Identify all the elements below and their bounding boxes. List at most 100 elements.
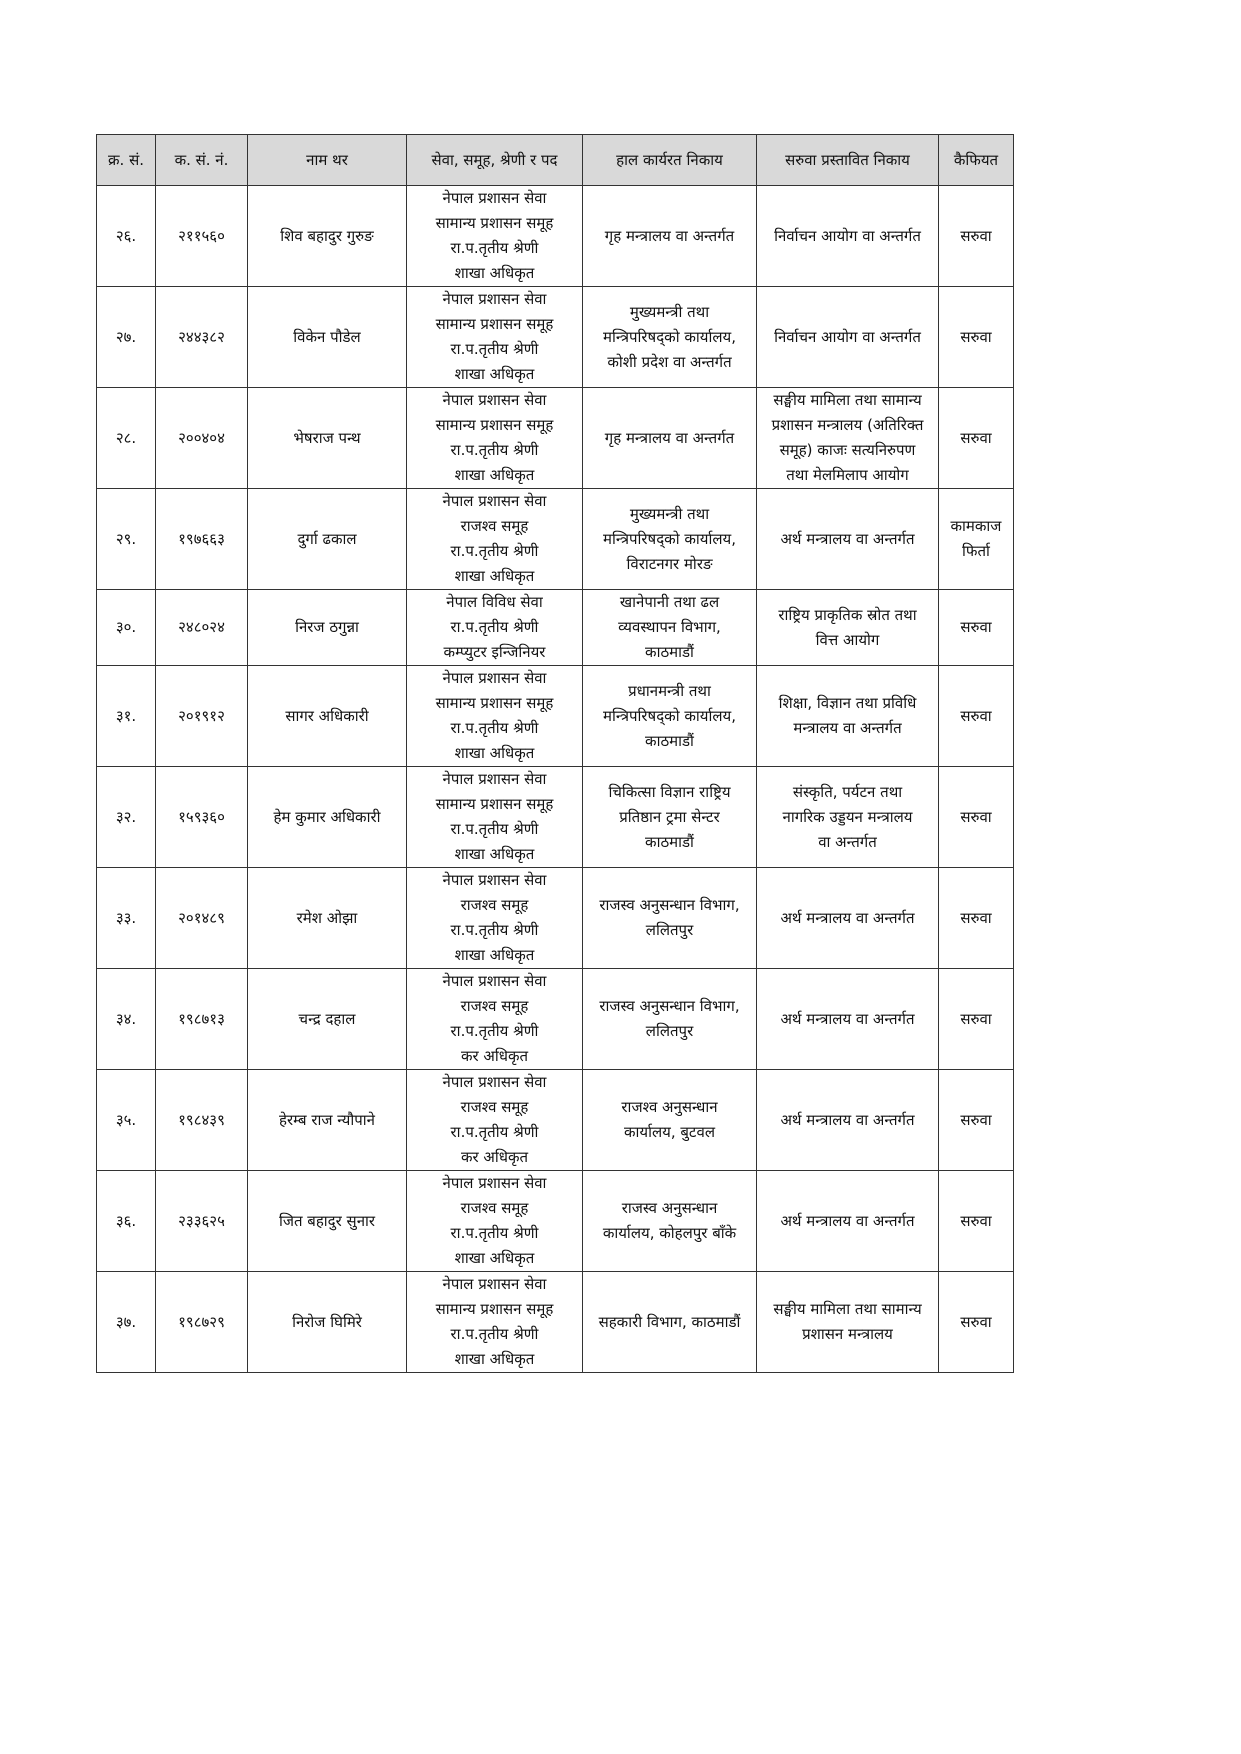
post-cell-line: राजश्व समूह [460, 1199, 529, 1217]
remark-cell: सरुवा [938, 968, 1014, 1070]
post-cell-line: नेपाल प्रशासन सेवा [442, 669, 547, 687]
post-cell-line: नेपाल प्रशासन सेवा [442, 189, 547, 207]
remark-cell: कामकाज फिर्ता [938, 488, 1014, 590]
post-cell-line: शाखा अधिकृत [454, 1350, 535, 1368]
remark-cell: सरुवा [938, 766, 1014, 868]
proposed-office-cell: सङ्घीय मामिला तथा सामान्य प्रशासन मन्त्रा… [756, 1271, 939, 1373]
table-row: २८. २००४०४ भेषराज पन्थ नेपाल प्रशासन सेवा सा… [96, 387, 1014, 489]
post-cell: नेपाल प्रशासन सेवा राजश्व समूह रा.प.तृतीय … [406, 968, 583, 1070]
remark-cell-line: सरुवा [960, 706, 992, 725]
proposed-office-cell: अर्थ मन्त्रालय वा अन्तर्गत [756, 867, 939, 969]
remark-cell-line: सरुवा [960, 1009, 992, 1028]
name-cell: चन्द्र दहाल [247, 968, 407, 1070]
name-cell: निरोज घिमिरे [247, 1271, 407, 1373]
proposed-office-cell-line: समूह) काजः सत्यनिरुपण [779, 441, 916, 459]
post-cell-line: रा.प.तृतीय श्रेणी [450, 1123, 539, 1141]
proposed-office-cell-line: तथा मेलमिलाप आयोग [786, 466, 909, 484]
id-cell: २४४३८२ [155, 286, 248, 388]
post-cell-line: रा.प.तृतीय श्रेणी [450, 239, 539, 257]
serial-cell: ३७. [96, 1271, 156, 1373]
serial-cell: ३६. [96, 1170, 156, 1272]
post-cell-line: शाखा अधिकृत [454, 946, 535, 964]
post-cell-line: रा.प.तृतीय श्रेणी [450, 340, 539, 358]
post-cell-line: शाखा अधिकृत [454, 466, 535, 484]
post-cell-line: रा.प.तृतीय श्रेणी [450, 1022, 539, 1040]
post-cell: नेपाल प्रशासन सेवा सामान्य प्रशासन समूह रा… [406, 766, 583, 868]
header-id: क. सं. नं. [155, 134, 248, 186]
current-office-cell-line: ललितपुर [645, 921, 694, 939]
post-cell: नेपाल विविध सेवा रा.प.तृतीय श्रेणी कम्प्यु… [406, 589, 583, 666]
post-cell: नेपाल प्रशासन सेवा राजश्व समूह रा.प.तृतीय … [406, 488, 583, 590]
post-cell-line: राजश्व समूह [460, 517, 529, 535]
post-cell-line: सामान्य प्रशासन समूह [435, 1300, 554, 1318]
id-cell: १९८७१३ [155, 968, 248, 1070]
name-cell: हेम कुमार अधिकारी [247, 766, 407, 868]
remark-cell-line: सरुवा [960, 428, 992, 447]
post-cell-line: नेपाल प्रशासन सेवा [442, 1275, 547, 1293]
name-cell: निरज ठगुन्ना [247, 589, 407, 666]
post-cell-line: नेपाल विविध सेवा [446, 593, 543, 611]
id-cell: २११५६० [155, 185, 248, 287]
name-cell: रमेश ओझा [247, 867, 407, 969]
serial-cell: ३४. [96, 968, 156, 1070]
current-office-cell-line: मन्त्रिपरिषद्को कार्यालय, [603, 529, 736, 548]
remark-cell: सरुवा [938, 286, 1014, 388]
post-cell-line: शाखा अधिकृत [454, 845, 535, 863]
name-cell: दुर्गा ढकाल [247, 488, 407, 590]
current-office-cell-line: चिकित्सा विज्ञान राष्ट्रिय [608, 782, 731, 801]
post-cell-line: नेपाल प्रशासन सेवा [442, 492, 547, 510]
current-office-cell-line: प्रतिष्ठान ट्रमा सेन्टर [619, 807, 720, 826]
id-cell: २०१४८९ [155, 867, 248, 969]
post-cell-line: नेपाल प्रशासन सेवा [442, 972, 547, 990]
remark-cell-line: सरुवा [960, 1312, 992, 1331]
remark-cell-line: फिर्ता [962, 542, 990, 560]
remark-cell: सरुवा [938, 1069, 1014, 1171]
post-cell-line: रा.प.तृतीय श्रेणी [450, 820, 539, 838]
table-row: ३१. २०१९१२ सागर अधिकारी नेपाल प्रशासन सेवा स… [96, 665, 1014, 767]
remark-cell-line: सरुवा [960, 908, 992, 927]
remark-cell-line: सरुवा [960, 1110, 992, 1129]
remark-cell: सरुवा [938, 665, 1014, 767]
table-row: ३६. २३३६२५ जित बहादुर सुनार नेपाल प्रशासन स… [96, 1170, 1014, 1272]
current-office-cell: चिकित्सा विज्ञान राष्ट्रिय प्रतिष्ठान ट्र… [582, 766, 757, 868]
name-cell: हेरम्ब राज न्यौपाने [247, 1069, 407, 1171]
name-cell: शिव बहादुर गुरुङ [247, 185, 407, 287]
current-office-cell-line: गृह मन्त्रालय वा अन्तर्गत [604, 226, 735, 245]
serial-cell: ३०. [96, 589, 156, 666]
id-cell: १५९३६० [155, 766, 248, 868]
current-office-cell-line: राजस्व अनुसन्धान [621, 1199, 718, 1217]
id-cell: २३३६२५ [155, 1170, 248, 1272]
current-office-cell-line: खानेपानी तथा ढल [619, 593, 720, 611]
post-cell-line: नेपाल प्रशासन सेवा [442, 1174, 547, 1192]
remark-cell: सरुवा [938, 1271, 1014, 1373]
current-office-cell-line: ललितपुर [645, 1022, 694, 1040]
post-cell-line: सामान्य प्रशासन समूह [435, 694, 554, 712]
proposed-office-cell-line: प्रशासन मन्त्रालय [802, 1325, 893, 1343]
current-office-cell: राजस्व अनुसन्धान विभाग, ललितपुर [582, 867, 757, 969]
current-office-cell-line: राजस्व अनुसन्धान विभाग, [599, 997, 740, 1015]
current-office-cell-line: गृह मन्त्रालय वा अन्तर्गत [604, 428, 735, 447]
proposed-office-cell: निर्वाचन आयोग वा अन्तर्गत [756, 286, 939, 388]
post-cell-line: सामान्य प्रशासन समूह [435, 214, 554, 232]
table-row: २९. १९७६६३ दुर्गा ढकाल नेपाल प्रशासन सेवा रा… [96, 488, 1014, 590]
id-cell: १९७६६३ [155, 488, 248, 590]
remark-cell: सरुवा [938, 589, 1014, 666]
post-cell-line: राजश्व समूह [460, 896, 529, 914]
serial-cell: ३३. [96, 867, 156, 969]
current-office-cell-line: कोशी प्रदेश वा अन्तर्गत [607, 352, 732, 371]
post-cell-line: शाखा अधिकृत [454, 264, 535, 282]
name-cell: सागर अधिकारी [247, 665, 407, 767]
header-serial: क्र. सं. [96, 134, 156, 186]
current-office-cell-line: कार्यालय, बुटवल [623, 1123, 716, 1141]
remark-cell-line: सरुवा [960, 327, 992, 346]
id-cell: २००४०४ [155, 387, 248, 489]
proposed-office-cell-line: अर्थ मन्त्रालय वा अन्तर्गत [780, 1009, 915, 1028]
remark-cell: सरुवा [938, 387, 1014, 489]
transfer-table: क्र. सं. क. सं. नं. नाम थर सेवा, समूह, श… [96, 134, 1014, 1373]
proposed-office-cell-line: निर्वाचन आयोग वा अन्तर्गत [774, 226, 921, 245]
table-row: ३५. १९८४३९ हेरम्ब राज न्यौपाने नेपाल प्रशास… [96, 1069, 1014, 1171]
current-office-cell-line: व्यवस्थापन विभाग, [618, 618, 721, 636]
post-cell: नेपाल प्रशासन सेवा सामान्य प्रशासन समूह रा… [406, 1271, 583, 1373]
post-cell-line: नेपाल प्रशासन सेवा [442, 391, 547, 409]
remark-cell-line: सरुवा [960, 226, 992, 245]
